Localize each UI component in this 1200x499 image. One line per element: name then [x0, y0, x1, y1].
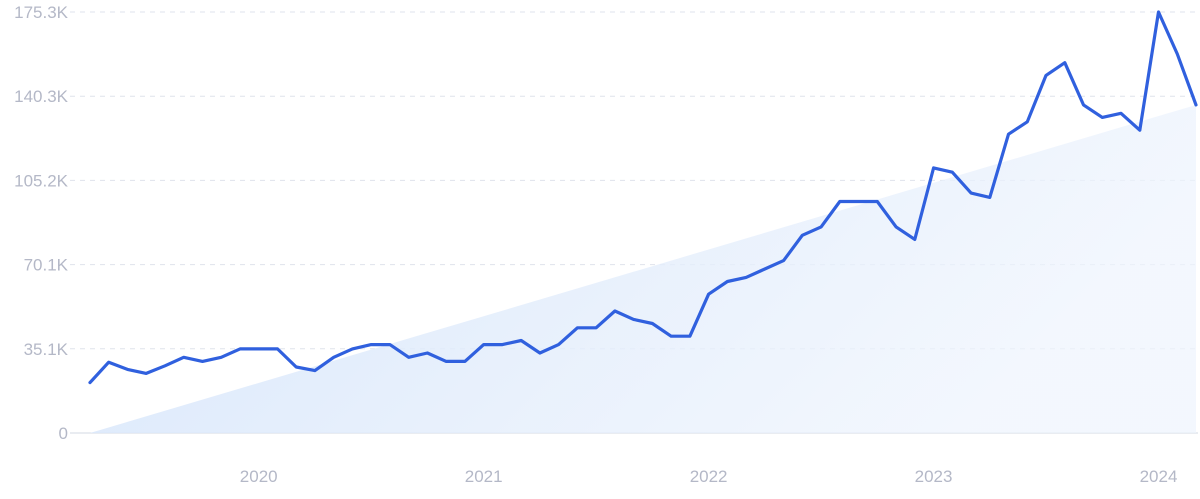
- trend-area-fill: [90, 104, 1196, 434]
- y-tick-label: 175.3K: [14, 3, 69, 22]
- series-lines: [88, 10, 1198, 385]
- y-axis-ticks: 0 35.1K 70.1K 105.2K 140.3K 175.3K: [14, 3, 69, 443]
- x-tick-label: 2020: [240, 467, 278, 486]
- y-tick-label: 0: [59, 424, 68, 443]
- y-tick-label: 35.1K: [24, 340, 69, 359]
- y-tick-label: 105.2K: [14, 171, 69, 190]
- x-tick-label: 2022: [690, 467, 728, 486]
- x-axis-ticks: 2020 2021 2022 2023 2024: [240, 467, 1178, 486]
- series-line: [88, 10, 1198, 385]
- x-tick-label: 2021: [465, 467, 503, 486]
- y-tick-label: 70.1K: [24, 256, 69, 275]
- trend-area: [90, 104, 1196, 434]
- y-tick-label: 140.3K: [14, 87, 69, 106]
- x-tick-label: 2024: [1140, 467, 1178, 486]
- x-tick-label: 2023: [915, 467, 953, 486]
